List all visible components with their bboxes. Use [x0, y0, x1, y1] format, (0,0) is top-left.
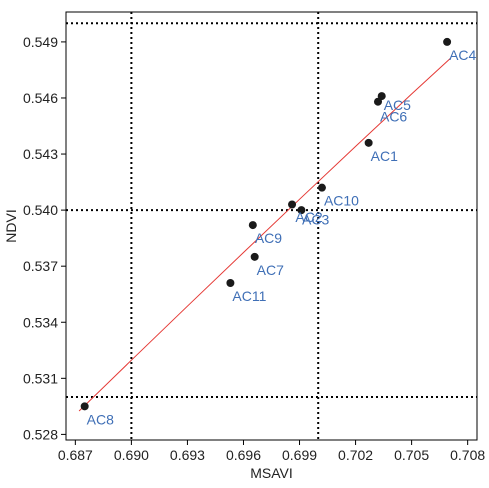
point-label: AC3	[302, 212, 329, 228]
data-point	[248, 221, 257, 230]
fit-line	[78, 57, 452, 412]
data-point	[226, 279, 235, 288]
reference-lines	[66, 12, 477, 440]
x-axis-title: MSAVI	[250, 465, 293, 481]
x-tick-label: 0.708	[450, 447, 485, 463]
y-axis-title: NDVI	[3, 209, 19, 242]
point-label: AC9	[255, 230, 282, 246]
y-axis-ticks: 0.528 0.531 0.534 0.537 0.540 0.543 0.546 0.549	[23, 34, 66, 442]
y-tick-label: 0.549	[23, 34, 58, 50]
data-point	[288, 200, 297, 209]
x-tick-label: 0.693	[170, 447, 205, 463]
data-point	[364, 138, 373, 147]
plot-frame	[65, 11, 478, 441]
x-tick-label: 0.699	[282, 447, 317, 463]
x-tick-label: 0.702	[338, 447, 373, 463]
point-label: AC11	[232, 288, 266, 304]
data-point	[373, 97, 382, 106]
data-point	[297, 206, 306, 215]
y-tick-label: 0.531	[23, 370, 58, 386]
data-point	[443, 37, 452, 46]
point-label: AC8	[87, 411, 114, 427]
data-points	[80, 37, 452, 411]
x-tick-label: 0.696	[226, 447, 261, 463]
x-axis-ticks: 0.687 0.690 0.693 0.696 0.699 0.702 0.705 0.708	[58, 440, 485, 463]
point-label: AC10	[324, 193, 359, 209]
x-tick-label: 0.687	[58, 447, 93, 463]
data-point	[317, 183, 326, 192]
point-label: AC2	[295, 209, 322, 225]
y-tick-label: 0.534	[23, 314, 58, 330]
point-label: AC5	[384, 97, 411, 113]
y-tick-label: 0.540	[23, 202, 58, 218]
data-point	[250, 252, 259, 261]
data-point	[377, 92, 386, 101]
fit-line-group	[78, 57, 452, 412]
point-label: AC6	[380, 109, 407, 125]
point-label: AC7	[257, 262, 284, 278]
point-label: AC1	[371, 148, 398, 164]
x-tick-label: 0.705	[394, 447, 429, 463]
data-point	[80, 402, 89, 411]
y-tick-label: 0.543	[23, 146, 58, 162]
x-tick-label: 0.690	[114, 447, 149, 463]
point-label: AC4	[449, 47, 476, 63]
y-tick-label: 0.546	[23, 90, 58, 106]
y-tick-label: 0.528	[23, 426, 58, 442]
y-tick-label: 0.537	[23, 258, 58, 274]
